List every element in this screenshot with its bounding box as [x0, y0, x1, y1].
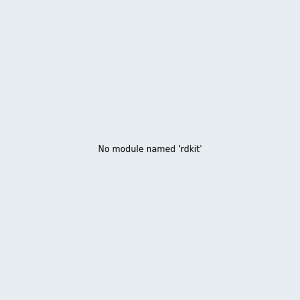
Text: No module named 'rdkit': No module named 'rdkit': [98, 146, 202, 154]
